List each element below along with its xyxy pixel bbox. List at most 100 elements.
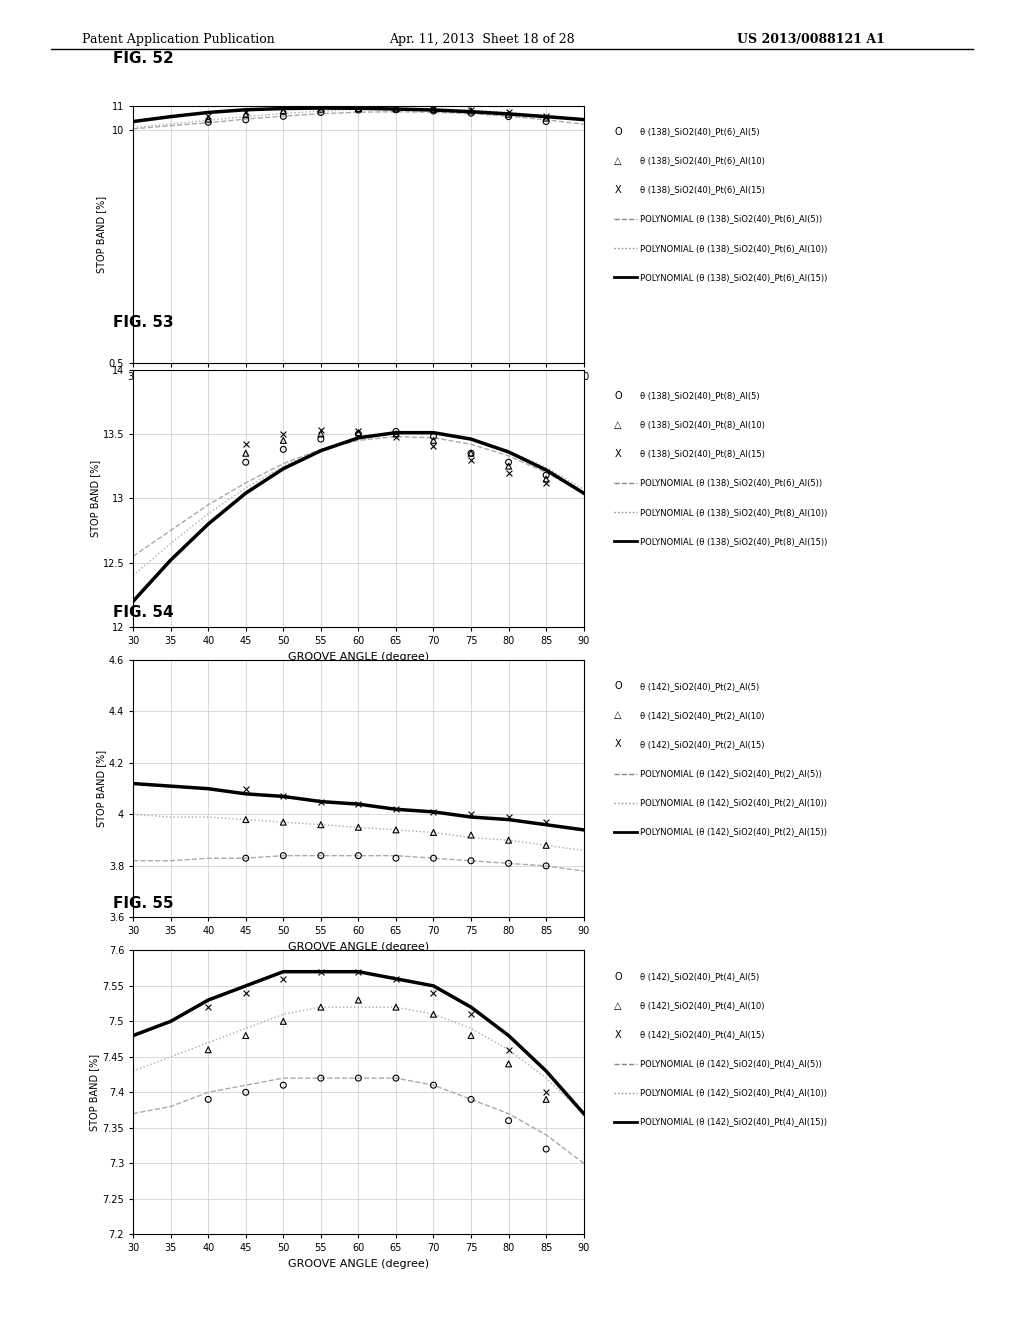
Point bbox=[312, 420, 329, 441]
Point bbox=[425, 801, 441, 822]
Text: △: △ bbox=[614, 420, 622, 430]
Point bbox=[200, 106, 216, 127]
Text: O: O bbox=[614, 391, 622, 401]
Point bbox=[275, 106, 292, 127]
Text: X: X bbox=[614, 1030, 621, 1040]
Point bbox=[350, 421, 367, 442]
Text: θ (138)_SiO2(40)_Pt(6)_Al(15): θ (138)_SiO2(40)_Pt(6)_Al(15) bbox=[640, 186, 765, 194]
Point bbox=[501, 1110, 517, 1131]
Point bbox=[275, 424, 292, 445]
Point bbox=[350, 424, 367, 445]
Point bbox=[463, 103, 479, 124]
Point bbox=[238, 110, 254, 131]
Text: θ (142)_SiO2(40)_Pt(4)_Al(5): θ (142)_SiO2(40)_Pt(4)_Al(5) bbox=[640, 973, 759, 981]
Point bbox=[350, 422, 367, 444]
Point bbox=[425, 100, 441, 121]
Point bbox=[238, 451, 254, 473]
Point bbox=[388, 424, 404, 445]
Point bbox=[275, 100, 292, 121]
Text: POLYNOMIAL (θ (138)_SiO2(40)_Pt(6)_Al(5)): POLYNOMIAL (θ (138)_SiO2(40)_Pt(6)_Al(5)… bbox=[640, 479, 822, 487]
Text: O: O bbox=[614, 127, 622, 137]
Point bbox=[388, 847, 404, 869]
Y-axis label: STOP BAND [%]: STOP BAND [%] bbox=[96, 195, 105, 273]
Point bbox=[275, 438, 292, 459]
Point bbox=[538, 1081, 554, 1102]
Point bbox=[463, 442, 479, 463]
Point bbox=[275, 812, 292, 833]
Point bbox=[388, 98, 404, 119]
Text: O: O bbox=[614, 972, 622, 982]
Point bbox=[238, 847, 254, 869]
Point bbox=[501, 104, 517, 125]
Point bbox=[463, 1089, 479, 1110]
Point bbox=[501, 1053, 517, 1074]
Text: X: X bbox=[614, 739, 621, 750]
Point bbox=[538, 106, 554, 127]
Point bbox=[238, 1081, 254, 1102]
Point bbox=[312, 814, 329, 836]
Point bbox=[350, 817, 367, 838]
X-axis label: GROOVE ANGLE (degree): GROOVE ANGLE (degree) bbox=[288, 1259, 429, 1269]
Point bbox=[238, 434, 254, 455]
Y-axis label: STOP BAND [%]: STOP BAND [%] bbox=[90, 459, 99, 537]
Point bbox=[275, 430, 292, 451]
Point bbox=[275, 99, 292, 120]
Text: Apr. 11, 2013  Sheet 18 of 28: Apr. 11, 2013 Sheet 18 of 28 bbox=[389, 33, 574, 46]
Text: θ (138)_SiO2(40)_Pt(6)_Al(10): θ (138)_SiO2(40)_Pt(6)_Al(10) bbox=[640, 157, 765, 165]
Text: θ (138)_SiO2(40)_Pt(8)_Al(5): θ (138)_SiO2(40)_Pt(8)_Al(5) bbox=[640, 392, 760, 400]
Point bbox=[350, 1068, 367, 1089]
Text: θ (138)_SiO2(40)_Pt(8)_Al(15): θ (138)_SiO2(40)_Pt(8)_Al(15) bbox=[640, 450, 765, 458]
Text: θ (142)_SiO2(40)_Pt(2)_Al(10): θ (142)_SiO2(40)_Pt(2)_Al(10) bbox=[640, 711, 765, 719]
Point bbox=[425, 847, 441, 869]
Point bbox=[388, 820, 404, 841]
Text: θ (142)_SiO2(40)_Pt(2)_Al(15): θ (142)_SiO2(40)_Pt(2)_Al(15) bbox=[640, 741, 765, 748]
Point bbox=[425, 98, 441, 119]
Text: FIG. 55: FIG. 55 bbox=[113, 896, 173, 911]
Point bbox=[238, 982, 254, 1003]
Point bbox=[425, 982, 441, 1003]
Text: X: X bbox=[614, 185, 621, 195]
Text: △: △ bbox=[614, 1001, 622, 1011]
Point bbox=[388, 799, 404, 820]
Point bbox=[388, 99, 404, 120]
Point bbox=[350, 98, 367, 119]
Point bbox=[350, 961, 367, 982]
Point bbox=[463, 99, 479, 120]
Text: POLYNOMIAL (θ (142)_SiO2(40)_Pt(4)_Al(10)): POLYNOMIAL (θ (142)_SiO2(40)_Pt(4)_Al(10… bbox=[640, 1089, 827, 1097]
Text: POLYNOMIAL (θ (142)_SiO2(40)_Pt(4)_Al(15)): POLYNOMIAL (θ (142)_SiO2(40)_Pt(4)_Al(15… bbox=[640, 1118, 827, 1126]
Point bbox=[312, 997, 329, 1018]
Point bbox=[275, 1074, 292, 1096]
Point bbox=[463, 850, 479, 871]
Point bbox=[388, 997, 404, 1018]
Point bbox=[425, 822, 441, 843]
Point bbox=[538, 465, 554, 486]
Point bbox=[275, 785, 292, 807]
Point bbox=[463, 100, 479, 121]
X-axis label: GROOVE ANGLE (degree): GROOVE ANGLE (degree) bbox=[288, 942, 429, 952]
Point bbox=[312, 791, 329, 812]
Point bbox=[538, 111, 554, 132]
Point bbox=[312, 98, 329, 119]
Point bbox=[425, 1003, 441, 1024]
Point bbox=[312, 845, 329, 866]
Point bbox=[350, 845, 367, 866]
Point bbox=[350, 793, 367, 814]
Point bbox=[312, 102, 329, 123]
Text: POLYNOMIAL (θ (142)_SiO2(40)_Pt(4)_Al(5)): POLYNOMIAL (θ (142)_SiO2(40)_Pt(4)_Al(5)… bbox=[640, 1060, 821, 1068]
Point bbox=[538, 473, 554, 494]
Point bbox=[501, 106, 517, 127]
Text: FIG. 52: FIG. 52 bbox=[113, 51, 173, 66]
Point bbox=[538, 1138, 554, 1159]
Text: θ (138)_SiO2(40)_Pt(8)_Al(10): θ (138)_SiO2(40)_Pt(8)_Al(10) bbox=[640, 421, 765, 429]
Text: △: △ bbox=[614, 710, 622, 721]
Point bbox=[388, 421, 404, 442]
Point bbox=[200, 112, 216, 133]
Point bbox=[501, 807, 517, 828]
X-axis label: GROOVE ANGLE (degree): GROOVE ANGLE (degree) bbox=[288, 652, 429, 661]
Point bbox=[463, 449, 479, 470]
Text: θ (142)_SiO2(40)_Pt(4)_Al(10): θ (142)_SiO2(40)_Pt(4)_Al(10) bbox=[640, 1002, 765, 1010]
Point bbox=[350, 99, 367, 120]
Point bbox=[425, 436, 441, 457]
Text: X: X bbox=[614, 449, 621, 459]
Text: O: O bbox=[614, 681, 622, 692]
